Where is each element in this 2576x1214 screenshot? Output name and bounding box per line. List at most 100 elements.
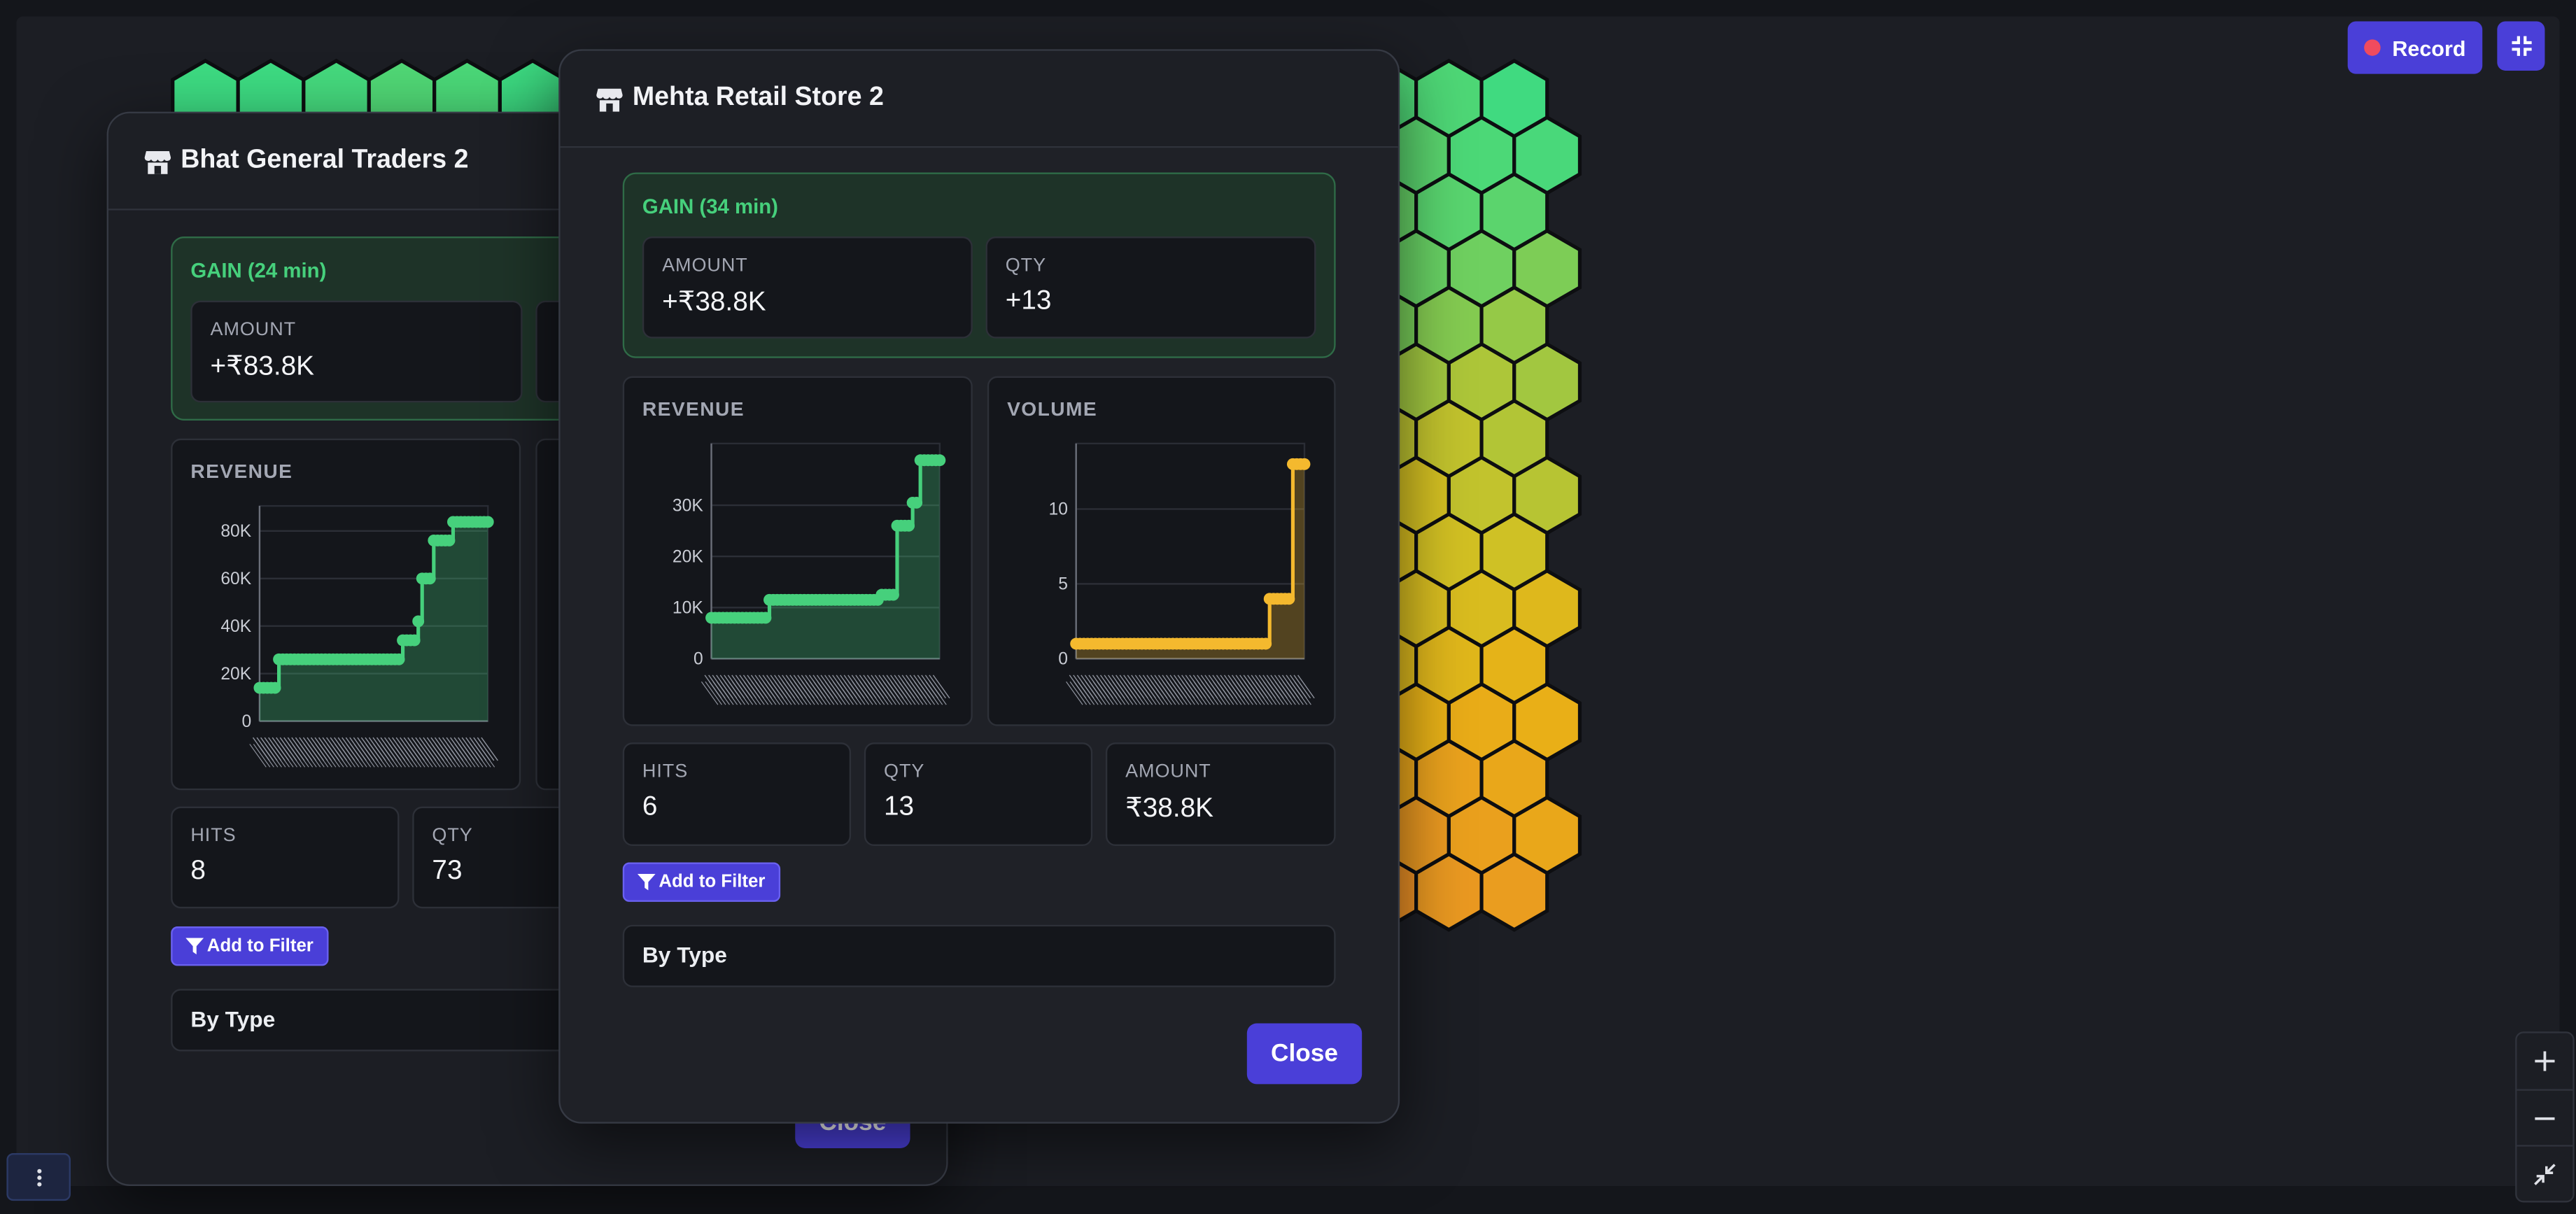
close-button[interactable]: Close xyxy=(1246,1023,1363,1085)
x-tick-label xyxy=(330,744,348,768)
x-tick-label xyxy=(824,681,843,705)
x-tick-label xyxy=(431,744,449,768)
hex-cell[interactable] xyxy=(1479,852,1549,932)
x-tick-label xyxy=(295,744,314,768)
revenue-chart-card: REVENUE 0 10K 20K 30K xyxy=(622,376,973,726)
y-tick-label: 0 xyxy=(694,650,703,669)
x-tick-label xyxy=(1197,681,1215,705)
x-tick-label xyxy=(435,744,453,768)
x-tick-label xyxy=(1294,681,1311,705)
x-tick-label xyxy=(381,744,398,768)
x-tick-label xyxy=(929,681,947,705)
x-tick-label xyxy=(763,681,780,705)
data-point[interactable] xyxy=(423,572,436,585)
x-tick-label xyxy=(1244,681,1261,705)
x-tick-label xyxy=(1236,681,1253,705)
x-tick-label xyxy=(755,681,773,705)
series-line xyxy=(1076,462,1304,646)
x-tick-label xyxy=(1120,681,1137,705)
x-tick-label xyxy=(894,681,912,705)
amount-card-2: AMOUNT ₹38.8K xyxy=(1105,742,1336,847)
zoom-in-button[interactable] xyxy=(2517,1033,2573,1089)
x-tick-label xyxy=(353,744,372,768)
x-tick-label xyxy=(350,744,367,768)
x-tick-label xyxy=(848,681,866,705)
panel-title: Mehta Retail Store 2 xyxy=(632,83,884,112)
x-tick-label xyxy=(840,681,858,705)
x-tick-label xyxy=(736,681,754,705)
y-tick-label: 20K xyxy=(220,665,251,684)
x-tick-label xyxy=(1279,681,1296,705)
x-tick-label xyxy=(832,681,850,705)
x-tick-label xyxy=(280,744,298,768)
data-point[interactable] xyxy=(481,516,494,528)
data-point[interactable] xyxy=(1298,458,1311,470)
x-tick-label xyxy=(384,744,402,768)
hex-cell[interactable] xyxy=(1414,852,1484,932)
x-tick-label xyxy=(1240,681,1258,705)
data-point[interactable] xyxy=(269,682,281,694)
x-tick-labels xyxy=(1066,675,1315,705)
menu-button[interactable] xyxy=(6,1153,71,1201)
x-tick-label xyxy=(1174,681,1192,705)
x-tick-label xyxy=(794,681,812,705)
data-point[interactable] xyxy=(887,588,899,601)
x-tick-label xyxy=(400,744,418,768)
data-point[interactable] xyxy=(910,496,923,509)
qty-card-2: QTY 13 xyxy=(864,742,1093,847)
data-point[interactable] xyxy=(759,612,772,624)
x-tick-label xyxy=(1162,681,1180,705)
data-point[interactable] xyxy=(412,615,425,628)
x-tick-label xyxy=(859,681,878,705)
data-point[interactable] xyxy=(934,454,946,467)
gain-box: GAIN (34 min) AMOUNT +₹38.8K QTY +13 xyxy=(622,172,1336,358)
x-tick-label xyxy=(1066,681,1083,705)
by-type-section[interactable]: By Type xyxy=(622,924,1336,987)
add-to-filter-button[interactable]: Add to Filter xyxy=(171,926,329,966)
record-button[interactable]: Record xyxy=(2347,21,2483,74)
x-tick-label xyxy=(829,681,846,705)
data-point[interactable] xyxy=(443,534,456,546)
volume-label: VOLUME xyxy=(1007,397,1098,421)
close-label: Close xyxy=(1271,1040,1338,1068)
hits-value: 6 xyxy=(642,791,658,821)
x-tick-label xyxy=(732,681,749,705)
x-tick-label xyxy=(346,744,364,768)
data-point[interactable] xyxy=(408,634,421,647)
data-point[interactable] xyxy=(903,519,915,532)
zoom-out-button[interactable] xyxy=(2517,1089,2573,1146)
y-tick-label: 5 xyxy=(1058,575,1068,594)
x-tick-label xyxy=(717,681,734,705)
x-tick-label xyxy=(805,681,823,705)
x-tick-label xyxy=(1081,681,1099,705)
x-tick-label xyxy=(798,681,815,705)
x-tick-label xyxy=(821,681,838,705)
kebab-icon xyxy=(36,1168,41,1186)
add-to-filter-button[interactable]: Add to Filter xyxy=(622,862,780,902)
hits-card: HITS 6 xyxy=(622,742,852,847)
revenue-chart: 0 20K 40K 60K 80K xyxy=(220,504,498,768)
y-tick-label: 0 xyxy=(241,712,251,731)
record-label: Record xyxy=(2392,35,2466,60)
x-tick-label xyxy=(292,744,309,768)
x-tick-label xyxy=(1228,681,1246,705)
by-type-label: By Type xyxy=(190,1007,276,1032)
x-tick-label xyxy=(288,744,306,768)
plus-icon xyxy=(2535,1051,2555,1071)
y-tick-label: 40K xyxy=(220,617,251,636)
fit-view-button[interactable] xyxy=(2517,1145,2573,1202)
collapse-button[interactable] xyxy=(2497,21,2545,71)
data-point[interactable] xyxy=(393,653,405,665)
x-tick-label xyxy=(867,681,885,705)
collapse-icon xyxy=(2511,36,2531,56)
x-tick-label xyxy=(1232,681,1250,705)
x-tick-label xyxy=(751,681,769,705)
x-tick-label xyxy=(1185,681,1204,705)
data-point[interactable] xyxy=(1260,637,1272,650)
x-tick-label xyxy=(358,744,375,768)
x-tick-label xyxy=(1077,681,1095,705)
x-tick-label xyxy=(1259,681,1277,705)
x-tick-label xyxy=(276,744,294,768)
data-point[interactable] xyxy=(1283,593,1295,605)
x-tick-label xyxy=(416,744,433,768)
